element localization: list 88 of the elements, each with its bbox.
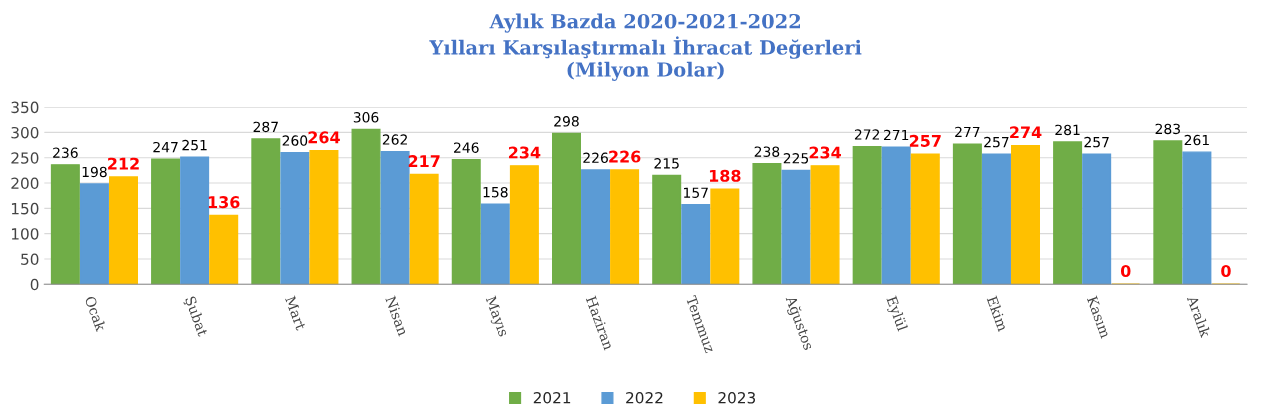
bar (151, 158, 181, 285)
bar (581, 169, 611, 285)
bar (50, 164, 80, 285)
data-label: 246 (454, 142, 479, 153)
data-label: 298 (554, 116, 579, 127)
bar (108, 176, 138, 285)
bar (881, 146, 911, 285)
legend-label: 2021 (533, 391, 571, 404)
data-label: 215 (654, 158, 679, 169)
bar (952, 143, 982, 285)
bar (981, 153, 1011, 285)
bar (509, 165, 539, 285)
bar (79, 183, 109, 285)
bar (710, 188, 740, 285)
data-label: 234 (809, 146, 841, 159)
data-label: 264 (308, 131, 340, 144)
data-label: 283 (1155, 123, 1180, 135)
data-label: 234 (508, 146, 541, 159)
bar (480, 203, 510, 285)
bar (610, 169, 640, 285)
legend-label: 2023 (718, 391, 756, 404)
y-tick-label: 250 (11, 152, 39, 164)
data-label: 274 (1010, 126, 1042, 139)
data-label: 226 (583, 152, 608, 164)
data-label: 238 (754, 146, 780, 157)
data-label: 158 (483, 186, 508, 198)
bar (209, 214, 239, 285)
bar (681, 204, 711, 285)
x-tick-label: Ekim (986, 295, 1009, 332)
bar (309, 149, 339, 285)
data-label: 271 (883, 129, 909, 141)
data-label: 277 (955, 126, 980, 138)
data-label: 188 (709, 169, 741, 182)
data-label: 260 (282, 135, 308, 146)
bar (1153, 140, 1183, 285)
bar (781, 169, 811, 285)
bar (351, 128, 381, 285)
bar (910, 153, 940, 285)
data-label: 306 (353, 112, 379, 123)
x-tick-label: Ocak (84, 295, 107, 333)
data-label: 212 (108, 157, 139, 170)
bar (251, 138, 281, 285)
y-tick-label: 300 (11, 126, 39, 139)
bar (180, 156, 210, 285)
data-label: 198 (82, 166, 107, 178)
data-label: 236 (53, 147, 78, 158)
data-label: 0 (1221, 264, 1231, 278)
x-tick-label: Mayıs (482, 295, 510, 339)
bar (1182, 151, 1212, 285)
bar (451, 159, 481, 285)
y-tick-label: 150 (11, 202, 39, 215)
data-label: 272 (854, 129, 880, 140)
data-label: 247 (153, 141, 178, 153)
data-label: 262 (382, 134, 407, 145)
x-tick-label: Kasım (1086, 295, 1111, 339)
bar (409, 173, 439, 285)
x-tick-label: Nisan (385, 295, 409, 337)
data-label: 257 (984, 136, 1009, 148)
data-label: 281 (1055, 124, 1080, 136)
y-tick-label: 0 (30, 278, 39, 291)
data-label: 157 (684, 187, 708, 198)
data-label: 226 (609, 150, 641, 163)
y-tick-label: 200 (11, 177, 39, 190)
y-tick-label: 100 (11, 228, 39, 240)
data-label: 257 (1084, 136, 1109, 148)
data-label: 261 (1184, 134, 1209, 146)
data-label: 257 (909, 134, 941, 147)
bar (1053, 141, 1083, 285)
bar (652, 174, 682, 285)
bar (1011, 144, 1041, 285)
bar (752, 163, 782, 285)
bar (280, 151, 310, 285)
bar (852, 145, 882, 285)
data-label: 251 (182, 139, 207, 151)
bar (380, 150, 410, 285)
data-label: 287 (253, 121, 278, 133)
x-tick-label: Mart (285, 295, 307, 331)
legend-label: 2022 (626, 391, 663, 404)
data-label: 225 (783, 153, 809, 164)
data-label: 0 (1120, 264, 1131, 278)
chart-title: Aylık Bazda 2020-2021-2022 Yılları Karşılaştırmalı İhracat Değerleri (Milyon Dolar) (429, 13, 862, 81)
bar (810, 165, 840, 285)
x-tick-label: Aralık (1186, 294, 1212, 339)
bar (551, 132, 581, 285)
bar (1082, 153, 1112, 285)
y-tick-label: 350 (11, 101, 39, 114)
y-tick-label: 50 (21, 253, 39, 265)
x-tick-label: Eylül (883, 295, 909, 333)
